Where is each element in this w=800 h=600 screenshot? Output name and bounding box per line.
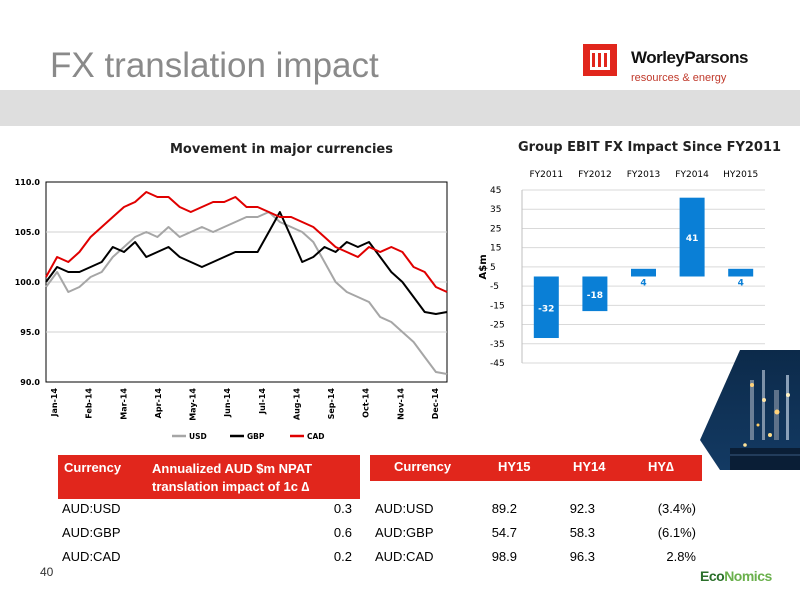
line-x-tick-label: Jul-14 <box>258 388 267 415</box>
bar-y-tick-label: -25 <box>490 321 505 331</box>
left-table-impact-value: 0.2 <box>333 549 352 564</box>
bar-y-tick-label: 5 <box>490 263 496 273</box>
bar-y-axis-label: A$m <box>478 254 489 279</box>
bar-category-label: FY2012 <box>578 170 612 180</box>
logo-name: WorleyParsons <box>631 48 748 67</box>
bar-chart-title: Group EBIT FX Impact Since FY2011 <box>518 140 782 155</box>
line-x-tick-label: Jan-14 <box>50 388 59 418</box>
bar-y-tick-label: -5 <box>490 282 499 292</box>
left-table-currency: AUD:CAD <box>62 549 121 564</box>
bar-category-label: FY2011 <box>530 170 564 180</box>
left-table-impact-value: 0.6 <box>333 525 352 540</box>
line-x-tick-label: Oct-14 <box>362 388 371 418</box>
right-header-currency: Currency <box>394 459 452 474</box>
line-x-tick-label: Apr-14 <box>154 388 163 419</box>
bar-data-label: 4 <box>738 279 744 289</box>
line-x-tick-label: Sep-14 <box>327 388 336 420</box>
line-y-tick-label: 100.0 <box>15 278 41 287</box>
bar-fy2012 <box>582 276 608 312</box>
economics-logo-part1: Eco <box>700 568 725 584</box>
refinery-photo <box>700 350 800 470</box>
line-x-tick-label: Jun-14 <box>223 388 232 418</box>
right-table-value: 92.3 <box>569 501 595 516</box>
line-x-tick-label: Feb-14 <box>85 388 94 419</box>
bar-data-label: 4 <box>640 279 646 289</box>
bar-category-label: FY2014 <box>675 170 709 180</box>
bar-y-tick-label: 25 <box>490 224 501 234</box>
line-x-tick-label: Nov-14 <box>396 388 405 420</box>
right-header-hy-delta: HY∆ <box>648 459 675 474</box>
logo-tagline: resources & energy <box>631 72 727 84</box>
slide-title: FX translation impact <box>50 46 379 85</box>
legend-label-gbp: GBP <box>247 432 265 441</box>
series-line-gbp <box>45 211 448 315</box>
right-table-value: 96.3 <box>569 549 595 564</box>
bar-y-tick-label: -15 <box>490 301 505 311</box>
right-table-currency: AUD:CAD <box>375 549 434 564</box>
line-x-tick-label: Mar-14 <box>119 388 128 420</box>
line-chart-title: Movement in major currencies <box>170 142 393 157</box>
ebit-bar-chart: 45 35 25 15 5 -5 -15 -25 -35 -45 A$m FY2011 -32 FY201… <box>478 170 765 369</box>
line-x-tick-label: Aug-14 <box>292 388 301 421</box>
right-table-header: Currency HY15 HY14 HY∆ <box>370 455 702 481</box>
bar-data-label: -18 <box>587 291 603 301</box>
bar-y-tick-label: -35 <box>490 340 505 350</box>
right-table-currency: AUD:USD <box>375 501 434 516</box>
line-y-tick-label: 90.0 <box>20 378 40 387</box>
logo-mark-icon <box>583 44 617 76</box>
bar-y-tick-label: 35 <box>490 205 501 215</box>
economics-logo-part2: Nomics <box>724 568 772 584</box>
line-x-tick-label: May-14 <box>189 388 198 421</box>
worleyparsons-logo: WorleyParsons resources & energy <box>583 44 793 84</box>
legend-label-cad: CAD <box>307 432 325 441</box>
bar-y-tick-label: 45 <box>490 186 501 196</box>
right-table-value: 54.7 <box>491 525 517 540</box>
legend-label-usd: USD <box>189 432 207 441</box>
series-line-usd <box>45 211 448 375</box>
right-table-value: 89.2 <box>491 501 517 516</box>
bar-fy2014 <box>679 197 705 277</box>
line-y-tick-label: 95.0 <box>20 328 40 337</box>
line-x-tick-label: Dec-14 <box>431 388 440 420</box>
bar-fy2011 <box>533 276 559 339</box>
left-table-header: Currency Annualized AUD $m NPAT translat… <box>58 455 360 499</box>
right-table-value: (6.1%) <box>657 525 696 540</box>
currency-line-chart: 110.0 105.0 100.0 95.0 90.0 Jan-14 Feb-14 Mar-1… <box>15 178 448 441</box>
bar-category-label: FY2013 <box>627 170 661 180</box>
left-table-currency: AUD:USD <box>62 501 121 516</box>
page-number: 40 <box>40 565 54 579</box>
series-line-cad <box>45 191 448 293</box>
bar-fy2013 <box>631 268 656 277</box>
right-header-hy15: HY15 <box>498 459 531 474</box>
bar-y-tick-label: 15 <box>490 244 501 254</box>
left-header-impact: Annualized AUD $m NPAT translation impac… <box>152 461 313 494</box>
left-header-currency: Currency <box>64 460 122 475</box>
bar-data-label: 41 <box>686 234 699 244</box>
bar-data-label: -32 <box>538 304 554 314</box>
right-table-value: 98.9 <box>491 549 517 564</box>
bar-category-label: HY2015 <box>723 170 758 180</box>
left-table-currency: AUD:GBP <box>62 525 121 540</box>
right-table-currency: AUD:GBP <box>375 525 434 540</box>
left-table-impact-value: 0.3 <box>333 501 352 516</box>
bar-y-tick-label: -45 <box>490 359 505 369</box>
line-y-tick-label: 110.0 <box>15 178 41 187</box>
economics-logo: EcoNomics <box>700 568 772 584</box>
bar-hy2015 <box>728 268 754 277</box>
right-table-value: 58.3 <box>569 525 595 540</box>
title-band <box>0 90 800 126</box>
right-table-value: (3.4%) <box>657 501 696 516</box>
right-header-hy14: HY14 <box>573 459 606 474</box>
right-table-value: 2.8% <box>666 549 696 564</box>
line-y-tick-label: 105.0 <box>15 228 41 237</box>
